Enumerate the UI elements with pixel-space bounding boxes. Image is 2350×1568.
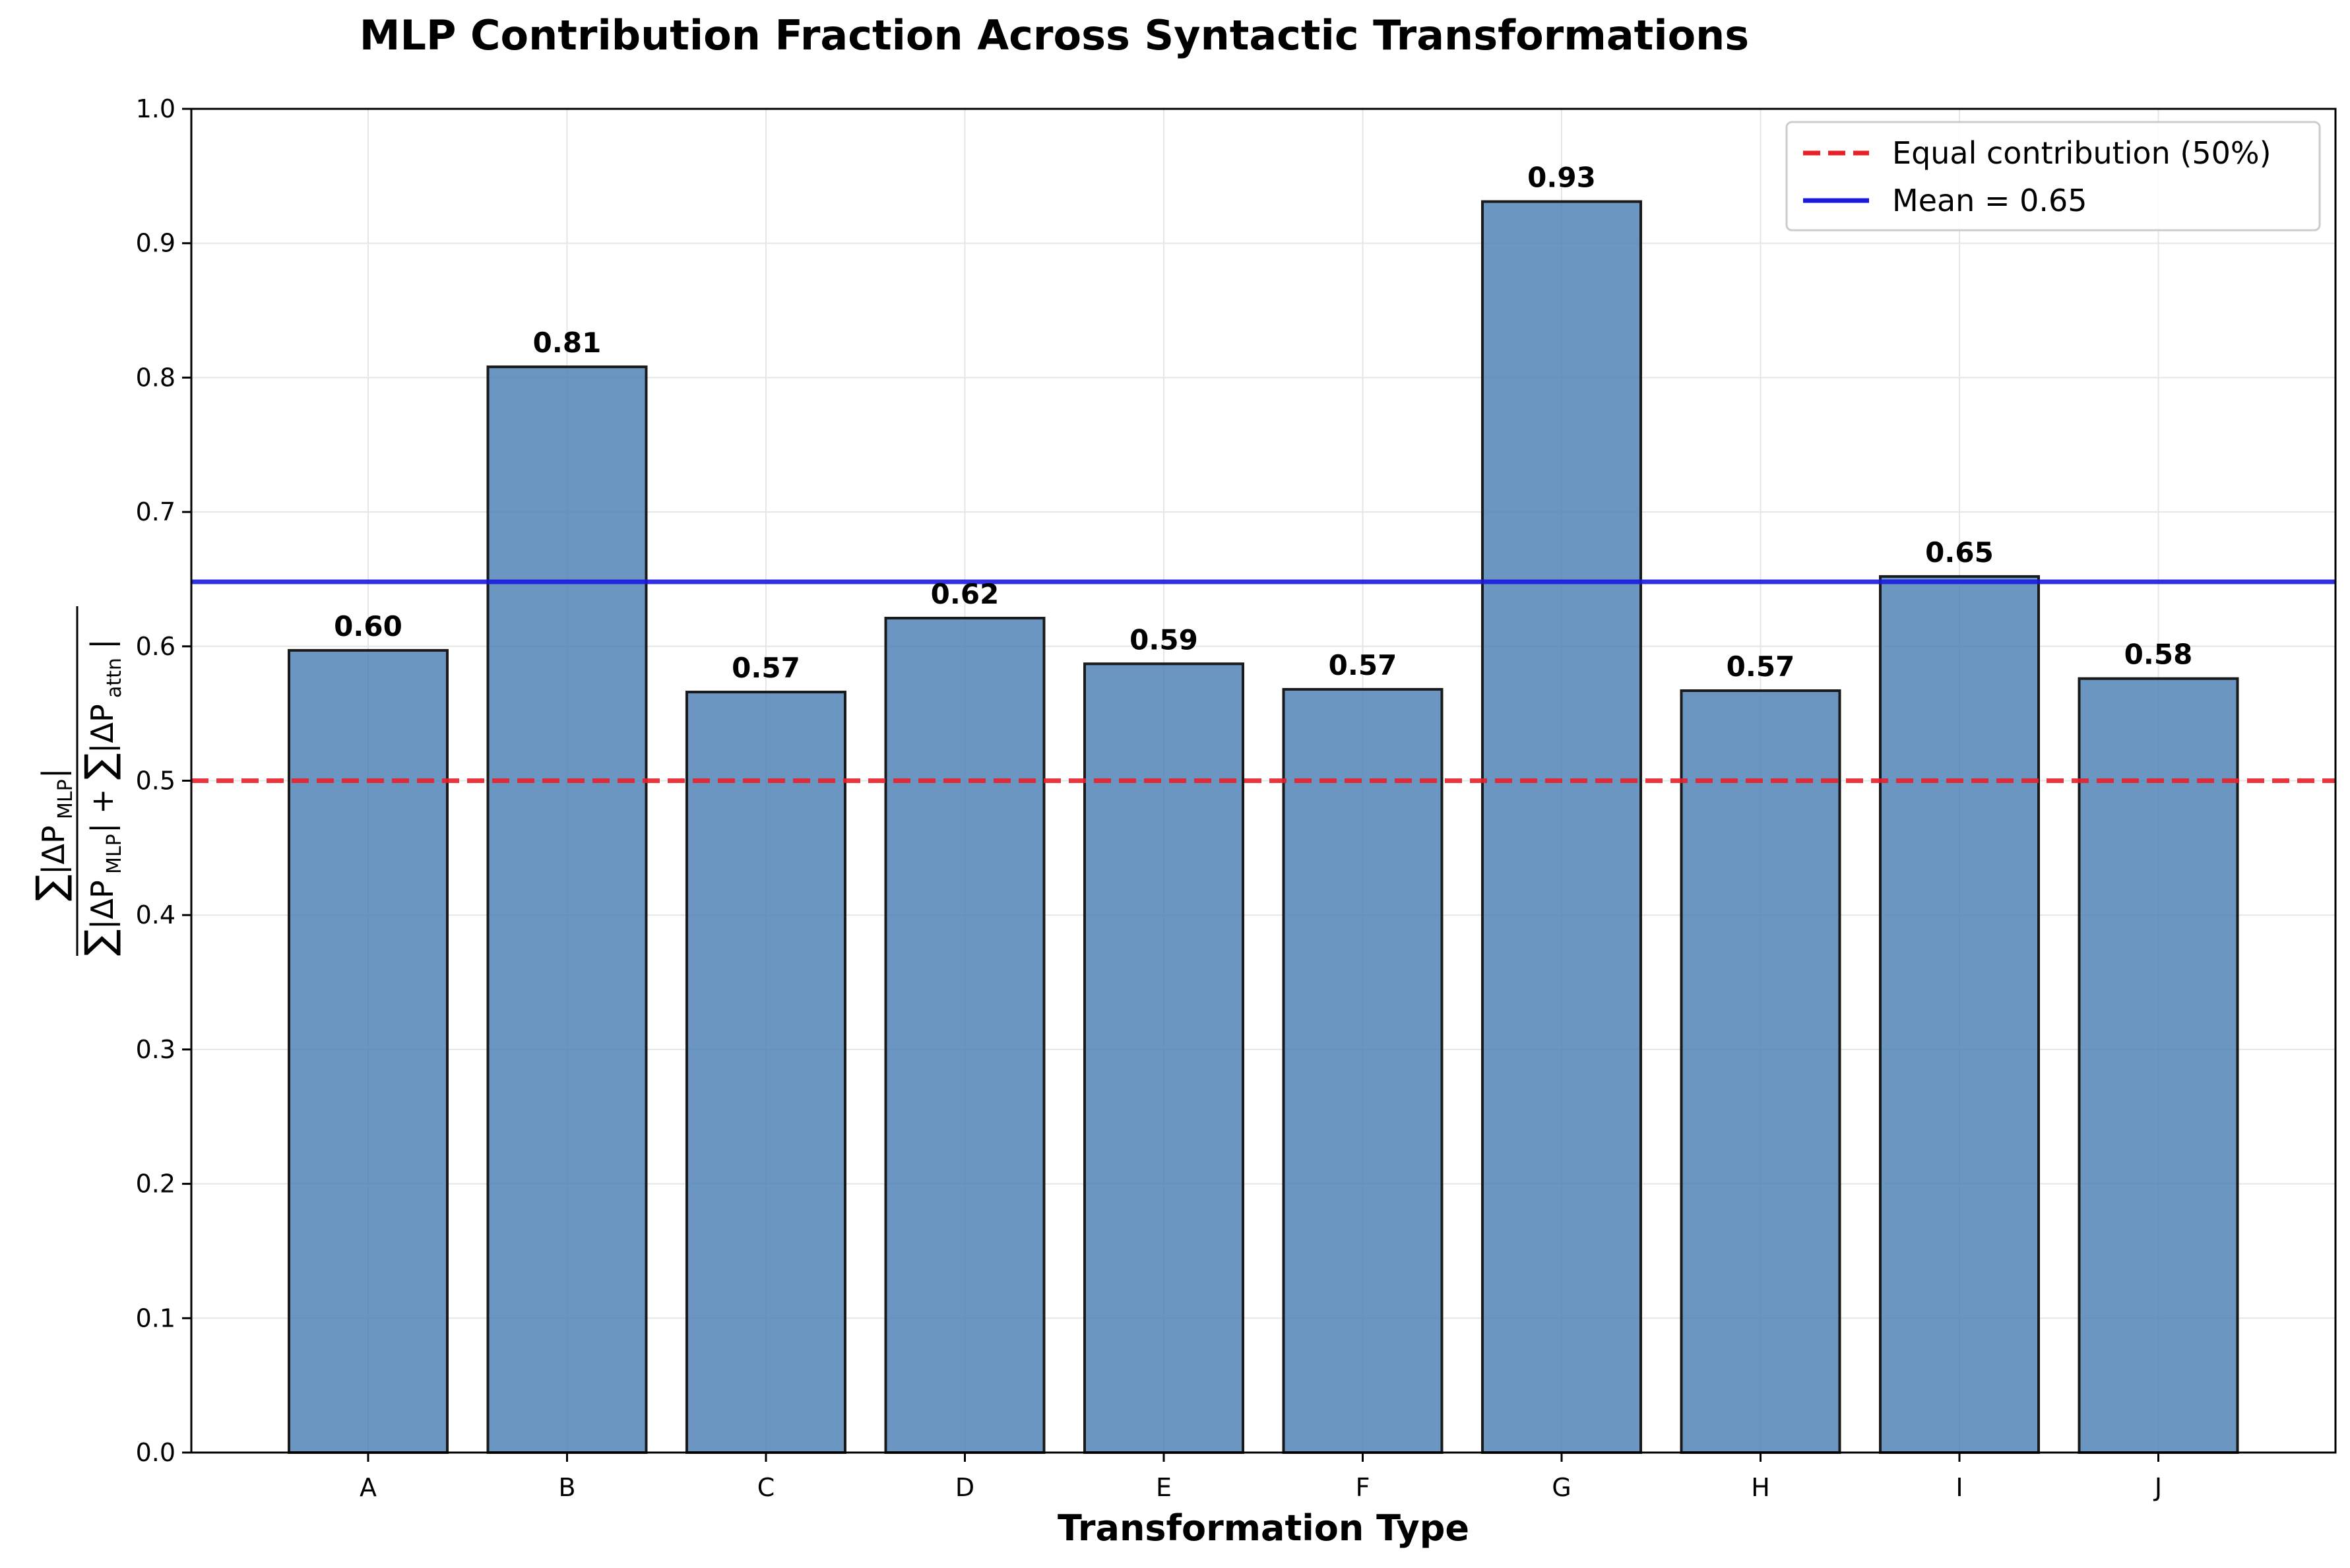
chart-title: MLP Contribution Fraction Across Syntact… [360, 11, 1749, 59]
x-axis-ticks: A B C D E F G H I J [360, 1453, 2162, 1502]
bar-B [486, 365, 648, 1454]
bar-E [1083, 662, 1244, 1454]
y-label-mlp-sub: MLP [54, 779, 77, 819]
y-label-denominator: ∑ |ΔP MLP | + ∑ |ΔP attn | [77, 639, 126, 956]
bar-A [288, 648, 449, 1454]
y-label-delta-p-2: |ΔP [84, 880, 121, 929]
bar-D [884, 617, 1046, 1455]
x-tick-label: G [1552, 1473, 1571, 1502]
x-tick-label: A [360, 1473, 377, 1502]
x-tick-label: H [1751, 1473, 1770, 1502]
x-axis-label: Transformation Type [1058, 1507, 1469, 1549]
reference-lines [191, 579, 2335, 783]
bar-H [1680, 689, 1841, 1454]
x-tick-label: I [1955, 1473, 1963, 1502]
bar-value-label: 0.57 [1329, 649, 1397, 681]
y-label-sum-sign: ∑ [28, 875, 74, 901]
x-tick-label: D [955, 1473, 974, 1502]
bar-F [1282, 687, 1444, 1454]
bar-value-label: 0.81 [533, 327, 602, 359]
y-tick-label: 0.6 [136, 632, 175, 661]
x-tick-label: C [757, 1473, 775, 1502]
y-label-delta-p-end-3: | [84, 639, 121, 650]
x-tick-label: F [1356, 1473, 1370, 1502]
y-tick-label: 0.3 [136, 1035, 175, 1064]
y-tick-label: 0.8 [136, 363, 175, 392]
bar-value-label: 0.57 [732, 652, 800, 684]
y-label-delta-p: |ΔP [36, 825, 72, 875]
y-tick-label: 0.0 [136, 1438, 175, 1467]
bar-value-label: 0.58 [2124, 639, 2193, 671]
bar-value-label: 0.62 [931, 578, 1000, 610]
y-tick-label: 1.0 [136, 94, 175, 123]
y-tick-label: 0.5 [136, 767, 175, 796]
x-tick-label: J [2153, 1473, 2162, 1502]
bar-J [2078, 677, 2239, 1454]
x-tick-label: B [558, 1473, 575, 1502]
bar-C [685, 691, 846, 1454]
y-label-delta-p-end: | [36, 768, 72, 779]
y-axis-label: ∑ |ΔP MLP | ∑ |ΔP MLP | + ∑ |ΔP attn | [28, 606, 126, 956]
value-labels: 0.60 0.81 0.57 0.62 0.59 0.57 0.93 0.57 0.65 0.58 [334, 162, 2192, 685]
y-tick-label: 0.4 [136, 900, 175, 929]
bar-value-label: 0.57 [1727, 650, 1795, 683]
legend: Equal contribution (50%) Mean = 0.65 [1785, 121, 2321, 232]
y-label-mlp-sub-2: MLP [103, 834, 126, 874]
legend-mean-label: Mean = 0.65 [1892, 183, 2087, 218]
bar-value-label: 0.60 [334, 610, 402, 643]
bar-value-label: 0.65 [1925, 536, 1994, 569]
y-label-sum-sign-2: ∑ [77, 929, 123, 956]
y-tick-label: 0.1 [136, 1303, 175, 1333]
y-tick-label: 0.7 [136, 497, 175, 526]
y-label-sum-sign-3: ∑ [77, 753, 123, 780]
bar-I [1879, 575, 2040, 1454]
y-tick-label: 0.2 [136, 1170, 175, 1199]
bar-value-label: 0.59 [1129, 623, 1198, 656]
bars [288, 200, 2239, 1455]
y-label-attn-sub: attn [103, 658, 126, 698]
legend-box [1785, 121, 2321, 232]
y-label-plus: + [84, 788, 120, 814]
y-label-numerator: ∑ |ΔP MLP | [28, 768, 77, 902]
bar-value-label: 0.93 [1527, 162, 1596, 194]
x-tick-label: E [1156, 1473, 1172, 1502]
y-label-delta-p-3: |ΔP [84, 704, 121, 753]
y-label-delta-p-end-2: | [84, 823, 121, 834]
y-axis-ticks: 0.0 0.1 0.2 0.3 0.4 0.5 0.6 0.7 0.8 0.9 1.0 [136, 94, 191, 1467]
bar-G [1481, 200, 1642, 1455]
y-tick-label: 0.9 [136, 229, 175, 258]
legend-equal-label: Equal contribution (50%) [1892, 135, 2271, 171]
